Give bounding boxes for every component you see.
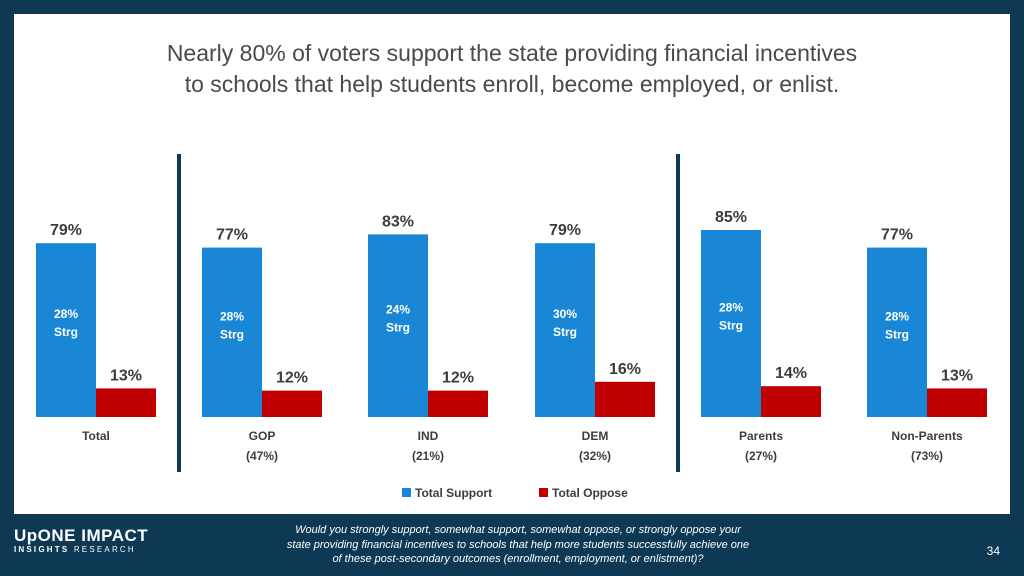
category-sublabel-5: (73%) bbox=[911, 449, 943, 463]
bar-chart: 79% 28% Strg 13% Total 77% 28% Strg 12% GOP (47%) 8… bbox=[36, 154, 987, 500]
legend-label-0: Total Support bbox=[415, 486, 492, 500]
inner-label-4-1: Strg bbox=[719, 319, 743, 333]
legend-swatch-0 bbox=[402, 488, 411, 497]
logo-word-research: RESEARCH bbox=[73, 545, 136, 554]
inner-label-2-1: Strg bbox=[386, 321, 410, 335]
bar-oppose-0 bbox=[96, 388, 156, 417]
page-number: 34 bbox=[986, 544, 1000, 558]
logo-word-upone: UpONE bbox=[14, 526, 76, 545]
bar-oppose-1 bbox=[262, 390, 322, 417]
value-label-oppose-3: 16% bbox=[609, 361, 641, 378]
group-divider-0 bbox=[177, 154, 181, 472]
bar-support-0 bbox=[36, 243, 96, 417]
value-label-support-5: 77% bbox=[881, 227, 913, 244]
value-label-oppose-1: 12% bbox=[276, 370, 308, 387]
logo-word-insights: INSIGHTS bbox=[14, 545, 70, 554]
upone-impact-logo: UpONE IMPACT INSIGHTS RESEARCH bbox=[14, 527, 148, 555]
inner-label-3-1: Strg bbox=[553, 325, 577, 339]
bar-support-4 bbox=[701, 230, 761, 417]
inner-label-1-1: Strg bbox=[220, 327, 244, 341]
question-line-1: Would you strongly support, somewhat sup… bbox=[295, 524, 741, 536]
category-sublabel-3: (32%) bbox=[579, 449, 611, 463]
value-label-support-2: 83% bbox=[382, 213, 414, 230]
bar-support-3 bbox=[535, 243, 595, 417]
value-label-oppose-5: 13% bbox=[941, 367, 973, 384]
question-line-2: state providing financial incentives to … bbox=[286, 538, 750, 551]
category-label-2: IND bbox=[418, 429, 439, 443]
category-label-0: Total bbox=[82, 429, 110, 443]
inner-label-2-0: 24% bbox=[386, 303, 410, 317]
inner-label-0-0: 28% bbox=[54, 307, 78, 321]
inner-label-1-0: 28% bbox=[220, 309, 244, 323]
question-line-3: of these post-secondary outcomes (enroll… bbox=[332, 553, 704, 565]
bar-support-5 bbox=[867, 247, 927, 417]
category-label-1: GOP bbox=[249, 429, 276, 443]
category-sublabel-1: (47%) bbox=[246, 449, 278, 463]
value-label-oppose-2: 12% bbox=[442, 370, 474, 387]
value-label-oppose-4: 14% bbox=[775, 365, 807, 382]
inner-label-0-1: Strg bbox=[54, 325, 78, 339]
inner-label-5-1: Strg bbox=[885, 327, 909, 341]
category-sublabel-2: (21%) bbox=[412, 449, 444, 463]
title-line-2: to schools that help students enroll, be… bbox=[184, 71, 840, 97]
inner-label-3-0: 30% bbox=[553, 307, 577, 321]
logo-word-impact: IMPACT bbox=[81, 526, 149, 545]
bar-oppose-3 bbox=[595, 381, 655, 417]
category-sublabel-4: (27%) bbox=[745, 449, 777, 463]
survey-question: Would you strongly support, somewhat sup… bbox=[258, 523, 778, 567]
value-label-support-4: 85% bbox=[715, 209, 747, 226]
bar-oppose-5 bbox=[927, 388, 987, 417]
value-label-oppose-0: 13% bbox=[110, 367, 142, 384]
category-label-4: Parents bbox=[739, 429, 783, 443]
slide: Nearly 80% of voters support the state p… bbox=[14, 14, 1010, 514]
category-label-5: Non-Parents bbox=[891, 429, 963, 443]
title-line-1: Nearly 80% of voters support the state p… bbox=[166, 40, 858, 66]
legend-label-1: Total Oppose bbox=[552, 486, 628, 500]
value-label-support-3: 79% bbox=[549, 222, 581, 239]
bar-oppose-2 bbox=[428, 390, 488, 417]
inner-label-4-0: 28% bbox=[719, 301, 743, 315]
chart-title: Nearly 80% of voters support the state p… bbox=[14, 38, 1010, 100]
bar-oppose-4 bbox=[761, 386, 821, 417]
legend-swatch-1 bbox=[539, 488, 548, 497]
group-divider-1 bbox=[676, 154, 680, 472]
value-label-support-0: 79% bbox=[50, 222, 82, 239]
value-label-support-1: 77% bbox=[216, 227, 248, 244]
inner-label-5-0: 28% bbox=[885, 309, 909, 323]
bar-support-1 bbox=[202, 247, 262, 417]
bar-support-2 bbox=[368, 234, 428, 417]
category-label-3: DEM bbox=[582, 429, 609, 443]
